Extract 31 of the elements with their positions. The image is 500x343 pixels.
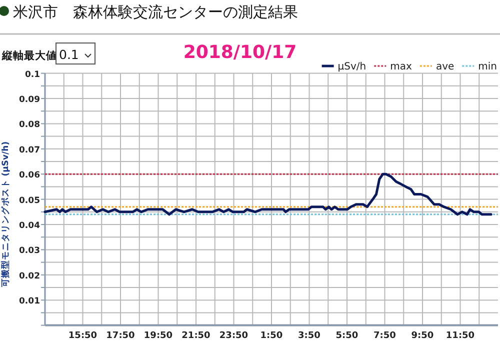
y-tick-label: 0.05	[19, 196, 40, 206]
legend-label: min	[478, 62, 497, 72]
x-tick-label: 19:50	[144, 331, 173, 341]
y-tick-label: 0.01	[19, 296, 40, 307]
x-tick-label: 17:50	[106, 331, 135, 341]
text: 縦軸最大値	[1, 49, 57, 62]
y-tick-label: 0.03	[19, 246, 40, 256]
chart-subtitle: 2018/10/17	[183, 42, 297, 63]
select: 0.1	[56, 42, 96, 64]
x-tick-label: 3:50	[298, 331, 320, 341]
y-tick-label: 0.02	[19, 271, 40, 282]
x-tick-label: 23:50	[219, 331, 248, 341]
x-tick-label: 1:50	[260, 331, 283, 341]
y-axis-title: 可搬型モニタリングポスト (μSv/h)	[0, 141, 11, 288]
x-tick-label: 11:50	[446, 331, 475, 341]
chart-title: 米沢市 森林体験交流センターの測定結果	[13, 3, 298, 21]
x-tick-label: 21:50	[182, 331, 210, 341]
y-tick-label: 0.04	[19, 221, 40, 231]
line-series	[44, 172, 492, 216]
x-tick-label: 9:50	[411, 331, 434, 341]
legend-label: μSv/h	[338, 62, 366, 72]
y-tick-label: 0.06	[19, 170, 40, 181]
y-tick-label: 0.1	[24, 70, 40, 80]
y-tick-label: 0.07	[19, 145, 40, 156]
legend-label: ave	[436, 62, 454, 72]
y-tick-label: 0.08	[19, 120, 40, 130]
legend-label: max	[390, 62, 412, 72]
x-tick-label: 15:50	[68, 331, 98, 341]
x-tick-label: 5:50	[336, 331, 358, 341]
x-tick-label: 7:50	[374, 331, 396, 341]
y-tick-label: 0.09	[19, 95, 40, 105]
